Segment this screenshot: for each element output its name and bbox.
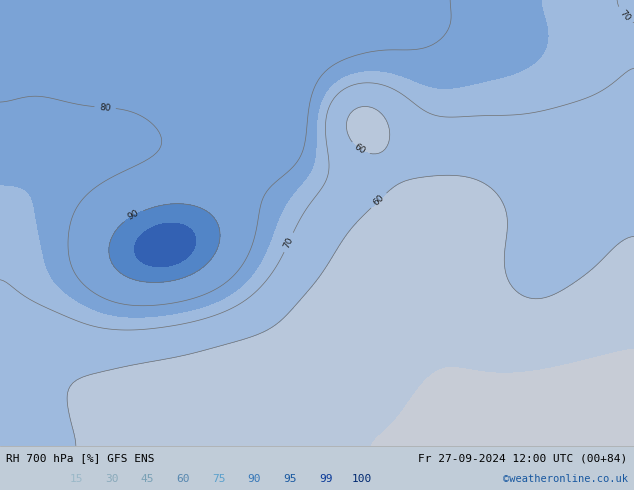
Text: 90: 90 (126, 209, 141, 222)
Text: 15: 15 (69, 474, 83, 484)
Text: 60: 60 (353, 143, 367, 156)
Text: 70: 70 (618, 8, 631, 23)
Text: 60: 60 (372, 193, 386, 208)
Text: 70: 70 (282, 235, 295, 249)
Text: RH 700 hPa [%] GFS ENS: RH 700 hPa [%] GFS ENS (6, 453, 155, 463)
Text: 80: 80 (99, 102, 111, 113)
Text: 75: 75 (212, 474, 226, 484)
Text: Fr 27-09-2024 12:00 UTC (00+84): Fr 27-09-2024 12:00 UTC (00+84) (418, 453, 628, 463)
Text: 100: 100 (351, 474, 372, 484)
Text: 99: 99 (319, 474, 332, 484)
Text: 95: 95 (283, 474, 297, 484)
Text: 45: 45 (141, 474, 154, 484)
Text: 60: 60 (176, 474, 190, 484)
Text: 30: 30 (105, 474, 119, 484)
Text: 90: 90 (248, 474, 261, 484)
Text: ©weatheronline.co.uk: ©weatheronline.co.uk (503, 474, 628, 484)
